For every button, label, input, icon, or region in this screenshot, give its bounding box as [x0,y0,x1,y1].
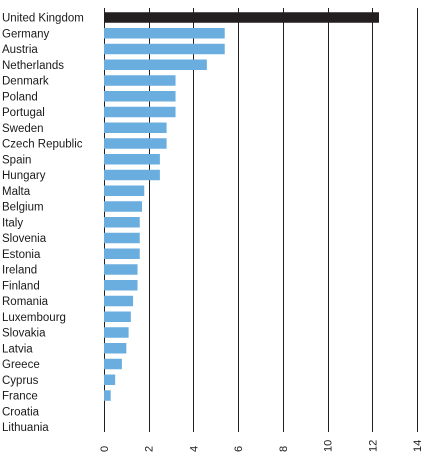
category-labels: United Kingdom Germany Austria Netherlands D… [2,13,84,435]
bar [104,154,160,165]
category-label: Estonia [2,249,41,261]
category-label: Germany [2,28,50,40]
x-tick-label: 0 [99,446,111,452]
bar [104,106,176,118]
category-label: Luxembourg [2,312,66,324]
category-label: Cyprus [2,375,39,387]
bar [104,232,140,244]
category-label: Denmark [2,76,49,88]
category-label: Austria [2,44,38,56]
category-label: Hungary [2,170,46,182]
bar [104,91,176,102]
category-label: Finland [2,280,40,292]
bar [104,390,111,401]
bar [104,217,140,228]
bars [104,12,379,401]
category-label: Netherlands [2,60,64,72]
bar [104,75,176,86]
bar [104,374,116,385]
bar [104,343,127,354]
category-label: Portugal [2,107,45,119]
bar [104,327,129,338]
category-label: Czech Republic [2,139,83,151]
bar [104,138,167,149]
x-tick-label: 4 [188,446,200,452]
bar [104,43,225,55]
bar [104,264,138,275]
bar [104,295,134,307]
bar [104,122,167,133]
x-tick-label: 12 [367,440,379,452]
category-label: Croatia [2,406,40,418]
category-label: United Kingdom [2,13,84,25]
bar [104,280,138,291]
category-label: Romania [2,296,49,308]
category-label: Sweden [2,123,44,135]
category-label: Poland [2,91,38,103]
category-label: Belgium [2,202,44,214]
x-tick-label: 6 [233,446,245,452]
category-label: France [2,391,38,403]
bar [104,12,379,23]
category-label: Ireland [2,265,37,277]
category-label: Greece [2,359,40,371]
bar [104,358,122,370]
category-label: Spain [2,154,31,166]
category-label: Italy [2,217,23,229]
bar [104,28,225,39]
bar [104,59,207,70]
bar [104,185,145,196]
category-label: Lithuania [2,422,49,434]
category-label: Slovakia [2,328,46,340]
x-tick-label: 10 [323,440,335,452]
x-tick-label: 14 [412,440,424,452]
category-label: Latvia [2,343,33,355]
x-tick-label: 2 [144,446,156,452]
grid-lines [104,8,418,432]
bar [104,248,140,259]
x-axis-tick-labels: 0 2 4 6 8 10 12 14 [99,440,424,452]
x-tick-label: 8 [278,446,290,452]
bar [104,311,131,322]
bar [104,201,143,212]
bar [104,169,160,181]
category-label: Malta [2,186,31,198]
category-label: Slovenia [2,233,47,245]
